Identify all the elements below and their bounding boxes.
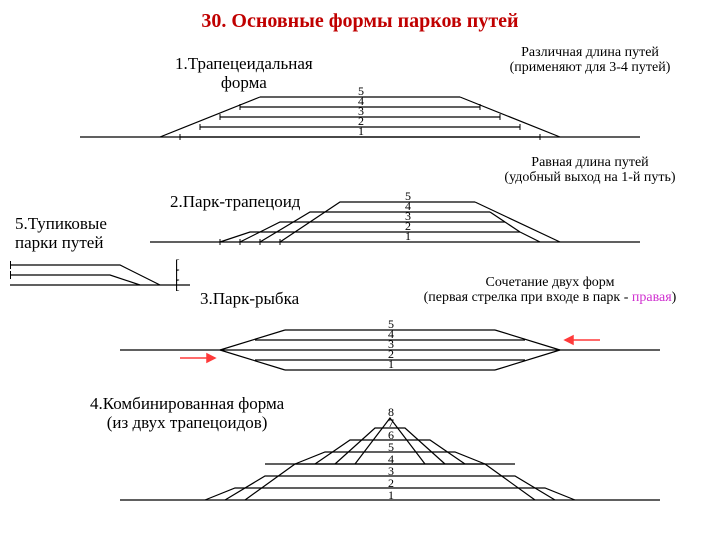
cap3-l1: Сочетание двух форм — [486, 275, 615, 290]
d2-n1: 1 — [405, 229, 411, 243]
diagram-2: 5 4 3 2 1 — [150, 180, 640, 255]
d1-n1: 1 — [358, 124, 364, 138]
diagram-1: 5 4 3 2 1 — [80, 75, 640, 150]
diagram-3: 5 4 3 2 1 — [120, 310, 660, 390]
page-title: 30. Основные формы парков путей — [0, 0, 720, 33]
cap1-l1: Различная длина путей — [521, 45, 659, 60]
cap3-l2b: правая — [632, 290, 672, 305]
cap3-l2c: ) — [672, 290, 677, 305]
caption-1: Различная длина путей (применяют для 3-4… — [480, 45, 700, 76]
label-form-5: 5.Тупиковые парки путей — [15, 215, 107, 252]
cap2-l1: Равная длина путей — [531, 155, 648, 170]
cap3-l2a: (первая стрелка при входе в парк - — [424, 290, 632, 305]
diagram-4: 8 7 6 5 4 3 2 1 — [120, 400, 660, 520]
caption-3: Сочетание двух форм (первая стрелка при … — [395, 275, 705, 306]
d3-n1: 1 — [388, 357, 394, 371]
diagram-5: [ [ [ — [10, 255, 190, 295]
d4-n1: 1 — [388, 488, 394, 502]
cap1-l2: (применяют для 3-4 путей) — [510, 60, 671, 75]
arrow-left-icon — [180, 354, 215, 362]
bracket-3: [ — [175, 278, 180, 293]
label-form-3: 3.Парк-рыбка — [200, 290, 299, 309]
arrow-right-icon — [565, 336, 600, 344]
